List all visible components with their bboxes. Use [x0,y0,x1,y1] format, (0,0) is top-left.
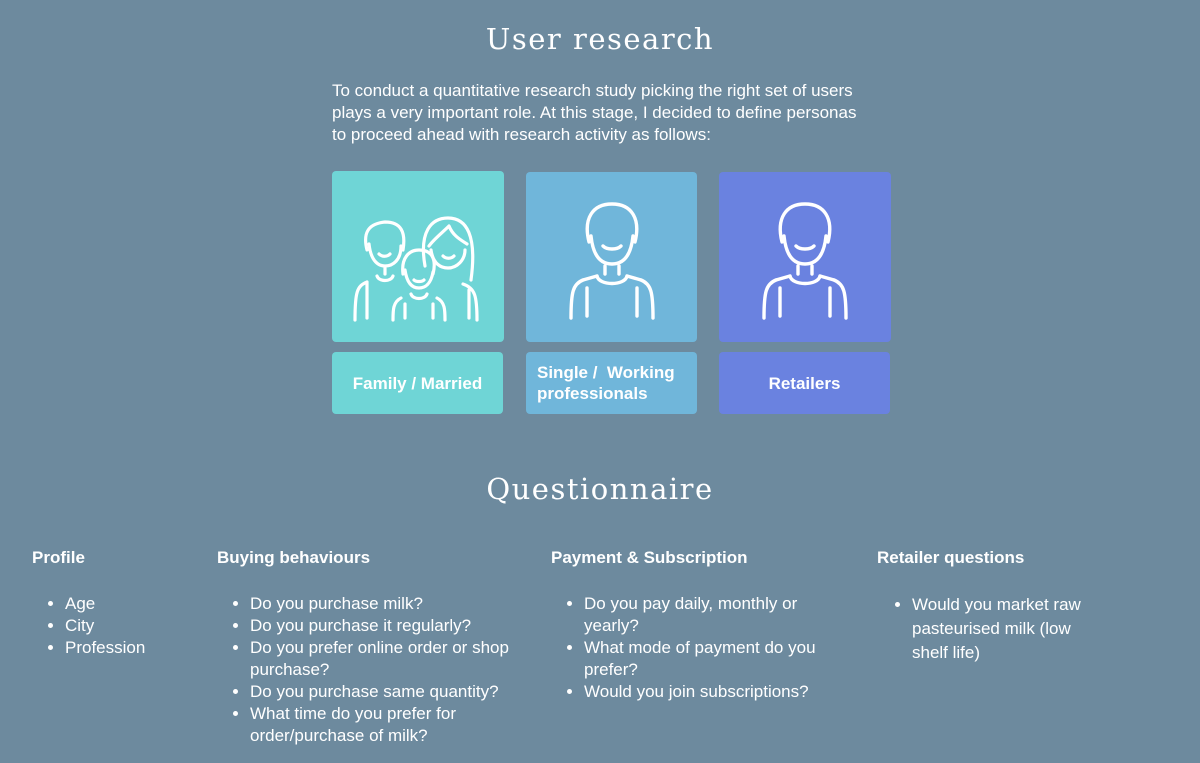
person-icon [762,202,848,320]
list-item: What time do you prefer for order/purcha… [250,703,537,747]
list-item: Age [65,593,202,615]
list-item: Do you purchase milk? [250,593,537,615]
column-retailer-questions: Retailer questions Would you market raw … [877,547,1102,665]
persona-label-single: Single / Working professionals [526,352,697,414]
persona-card-family [332,171,504,342]
payment-list: Do you pay daily, monthly or yearly? Wha… [551,593,851,703]
column-heading: Buying behaviours [217,548,371,567]
list-item: Do you purchase same quantity? [250,681,537,703]
persona-card-retailers [719,172,891,342]
column-payment-subscription: Payment & Subscription Do you pay daily,… [551,547,851,703]
persona-label-single-text: Single / Working professionals [537,363,680,403]
list-item: Do you prefer online order or shop purch… [250,637,537,681]
intro-paragraph: To conduct a quantitative research study… [332,81,857,144]
user-research-title: User research [485,22,715,56]
column-heading: Payment & Subscription [551,548,748,567]
person-icon [568,202,655,320]
questionnaire-title: Questionnaire [486,472,714,506]
persona-label-retailers: Retailers [719,352,890,414]
column-buying-behaviours: Buying behaviours Do you purchase milk? … [217,547,537,747]
list-item: Profession [65,637,202,659]
column-heading: Retailer questions [877,548,1025,567]
buying-list: Do you purchase milk? Do you purchase it… [217,593,537,747]
family-icon [353,215,479,322]
persona-card-single [526,172,697,342]
profile-list: Age City Profession [32,593,202,659]
column-profile: Profile Age City Profession [32,547,202,659]
retailer-list: Would you market raw pasteurised milk (l… [877,593,1102,665]
list-item: Would you join subscriptions? [584,681,851,703]
list-item: Do you pay daily, monthly or yearly? [584,593,851,637]
list-item: Would you market raw pasteurised milk (l… [912,593,1102,665]
list-item: What mode of payment do you prefer? [584,637,851,681]
column-heading: Profile [32,548,85,567]
persona-label-family: Family / Married [332,352,503,414]
list-item: Do you purchase it regularly? [250,615,537,637]
list-item: City [65,615,202,637]
